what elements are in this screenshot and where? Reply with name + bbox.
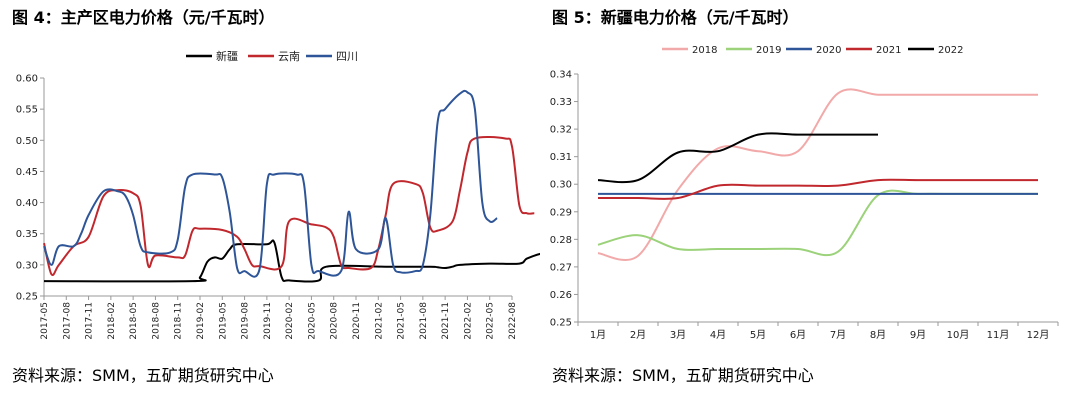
x-tick-label: 2020-08 [330,302,340,340]
x-tick-label: 3月 [670,329,686,341]
x-tick-label: 2018-08 [151,302,161,340]
y-tick-label: 0.55 [16,105,38,116]
x-tick-label: 2022-02 [463,302,473,340]
legend-label: 2018 [692,45,717,56]
y-tick-label: 0.50 [16,136,38,147]
x-tick-label: 2021-11 [441,302,451,340]
y-tick-label: 0.27 [550,262,572,273]
x-tick-label: 2019-02 [196,302,206,340]
series-line-2022 [597,132,878,184]
y-tick-label: 0.29 [550,207,572,218]
x-tick-label: 6月 [790,329,806,341]
legend-label: 2019 [756,45,781,56]
y-tick-label: 0.30 [550,180,572,191]
y-tick-label: 0.32 [550,125,572,136]
x-tick-label: 12月 [1027,329,1050,341]
y-tick-label: 0.31 [550,152,572,163]
y-tick-label: 0.30 [16,260,38,271]
figure-5-panel: 图 5：新疆电力价格（元/千瓦时） 0.25 0.26 0.27 0.28 0.29 0.… [540,0,1080,400]
figure-4-title: 图 4：主产区电力价格（元/千瓦时） [12,8,275,27]
legend-label: 2022 [938,45,963,56]
y-tick-label: 0.25 [550,318,572,329]
y-tick-label: 0.45 [16,167,38,178]
y-tick-label: 0.28 [550,235,572,246]
figure-5-chart: 0.25 0.26 0.27 0.28 0.29 0.30 0.31 0.32 0.33 0.34… [550,45,1059,341]
series-line-2 [43,89,498,278]
legend-label: 2021 [876,45,901,56]
x-tick-label: 11月 [987,329,1010,341]
x-tick-label: 2018-02 [107,302,117,340]
x-tick-label: 2017-11 [85,302,95,340]
x-tick-label: 2022-05 [486,302,496,340]
series-line-2018 [597,88,1038,261]
legend-label: 新疆 [216,49,238,63]
y-tick-label: 0.34 [550,70,572,81]
figure-4-chart: 0.25 0.30 0.35 0.40 0.45 0.50 0.55 0.60 2017-05 2… [16,49,540,340]
x-tick-label: 1月 [590,329,606,341]
x-tick-label: 2017-08 [62,302,72,340]
y-tick-label: 0.26 [550,290,572,301]
x-tick-label: 2018-11 [174,302,184,340]
y-tick-label: 0.35 [16,229,38,240]
series-line-1 [43,136,535,277]
figure-4-source: 资料来源：SMM，五矿期货研究中心 [12,366,274,385]
figure-4-panel: 图 4：主产区电力价格（元/千瓦时） 0.25 0.30 0.35 0.40 0.45 0… [12,8,540,385]
y-tick-label: 0.60 [16,74,38,85]
series-line-2019 [597,189,1038,257]
x-tick-label: 2021-05 [397,302,407,340]
figure-5-title: 图 5：新疆电力价格（元/千瓦时） [552,8,799,27]
x-tick-label: 5月 [750,329,766,341]
series-line-0 [43,239,540,283]
series-line-2021 [598,178,1039,200]
x-tick-label: 2月 [630,329,646,341]
x-tick-label: 2021-02 [374,302,384,340]
x-tick-label: 2020-02 [285,302,295,340]
legend-label: 云南 [278,50,300,63]
x-tick-label: 2022-08 [508,302,518,340]
x-tick-label: 10月 [947,329,970,341]
x-tick-label: 2020-05 [307,302,317,340]
x-tick-label: 2018-05 [129,302,139,340]
x-tick-label: 2021-08 [419,302,429,340]
legend-label: 四川 [336,50,358,63]
x-tick-label: 2020-11 [352,302,362,340]
y-tick-label: 0.25 [16,292,38,303]
x-tick-label: 2019-05 [218,302,228,340]
x-tick-label: 7月 [830,329,846,341]
legend-label: 2020 [816,45,841,56]
x-tick-label: 4月 [710,329,726,341]
x-tick-label: 2019-08 [241,302,251,340]
y-tick-label: 0.40 [16,198,38,209]
x-tick-label: 9月 [910,329,926,341]
y-tick-label: 0.33 [550,97,572,108]
x-tick-label: 8月 [870,329,886,341]
x-tick-label: 2017-05 [40,302,50,340]
figure-5-source: 资料来源：SMM，五矿期货研究中心 [552,366,814,385]
x-tick-label: 2019-11 [263,302,273,340]
